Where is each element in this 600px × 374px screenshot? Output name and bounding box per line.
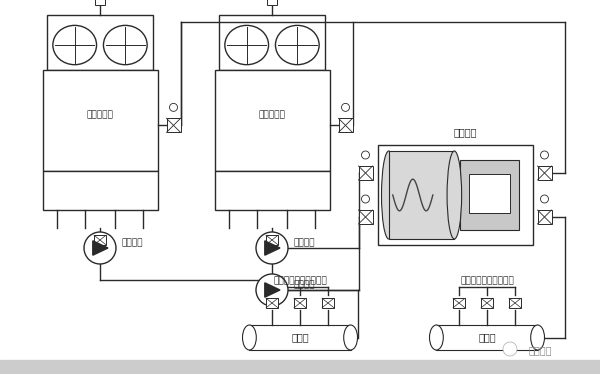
Bar [359,210,373,224]
Bar [0,360,600,374]
Ellipse shape [225,25,269,65]
Circle shape [256,232,288,264]
Bar [453,298,465,308]
Polygon shape [265,283,280,297]
Bar [266,235,278,245]
Ellipse shape [531,325,545,350]
Circle shape [541,151,548,159]
Bar [219,15,325,70]
Text: 闭式冷却塔: 闭式冷却塔 [86,111,113,120]
Bar [538,210,551,224]
Ellipse shape [242,325,256,350]
Circle shape [170,103,178,111]
Ellipse shape [447,151,461,239]
Bar [167,118,181,132]
Ellipse shape [344,325,358,350]
Bar [215,70,329,171]
Circle shape [341,103,349,111]
Text: 机房空调冷冻水供水管: 机房空调冷冻水供水管 [460,276,514,285]
Text: 机房百科: 机房百科 [528,345,552,355]
Circle shape [84,232,116,264]
Bar [509,298,521,308]
Ellipse shape [53,25,97,65]
Bar [266,298,278,308]
Bar [43,70,157,171]
Ellipse shape [275,25,319,65]
Text: 分水器: 分水器 [478,332,496,343]
Bar [460,160,519,230]
Bar [94,235,106,245]
Text: 开式冷却塔: 开式冷却塔 [259,111,286,120]
Polygon shape [265,241,280,255]
Bar [377,145,533,245]
Bar [481,298,493,308]
Bar [47,15,153,70]
Text: 集水器: 集水器 [291,332,309,343]
Bar [538,166,551,180]
Text: 冷冻水泵: 冷冻水泵 [294,280,316,289]
Ellipse shape [382,151,396,239]
Circle shape [256,274,288,306]
Text: 冷水机组: 冷水机组 [453,127,477,137]
Text: 冷却水泵: 冷却水泵 [122,239,143,248]
Text: 冷却水泵: 冷却水泵 [294,239,316,248]
Bar [95,0,105,5]
Text: 机房空调冷冻水回水管: 机房空调冷冻水回水管 [273,276,327,285]
Circle shape [361,195,370,203]
Bar [469,174,511,212]
Bar [389,151,454,239]
Polygon shape [93,241,108,255]
Bar [436,325,538,350]
Circle shape [541,195,548,203]
Bar [215,171,329,210]
Circle shape [361,151,370,159]
Circle shape [503,342,517,356]
Bar [250,325,350,350]
Ellipse shape [103,25,147,65]
Bar [322,298,334,308]
Bar [338,118,353,132]
Bar [359,166,373,180]
Ellipse shape [430,325,443,350]
Bar [267,0,277,5]
Bar [43,171,157,210]
Bar [294,298,306,308]
